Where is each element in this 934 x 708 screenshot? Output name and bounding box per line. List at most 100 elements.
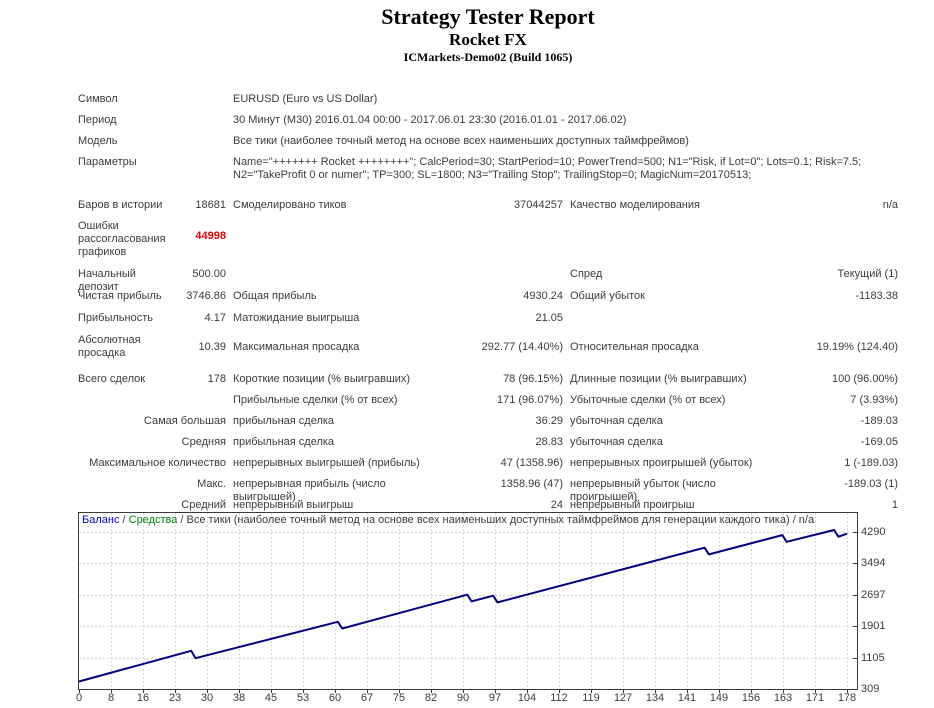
stat-value: 28.83 — [535, 436, 563, 448]
stat-label: убыточная сделка — [570, 436, 663, 448]
report-title: Strategy Tester Report — [381, 4, 595, 29]
x-axis-label: 163 — [773, 692, 793, 704]
stat-value: 24 — [550, 499, 563, 511]
stat-row: Средний непрерывный выигрыш 24 непрерывный … — [78, 495, 898, 516]
stat-label: Максимальная просадка — [233, 341, 360, 353]
stat-label: Спред — [570, 268, 603, 280]
stat-value: 3746.86 — [186, 290, 226, 302]
stat-value: 292.77 (14.40%) — [481, 341, 563, 353]
stat-value: 10.39 — [198, 341, 226, 353]
x-axis-label: 75 — [392, 692, 406, 704]
stat-value: 1 — [891, 499, 898, 511]
stat-value: 1 (-189.03) — [844, 457, 898, 469]
stat-row: Период 30 Минут (M30) 2016.01.04 00:00 - … — [78, 110, 898, 131]
x-axis-label: 0 — [75, 692, 83, 704]
stat-label: Модель — [78, 135, 118, 147]
stat-value: 100 (96.00%) — [831, 373, 898, 385]
stat-row: Средняя прибыльная сделка 28.83 убыточная с… — [78, 432, 898, 453]
stat-value: 47 (1358.96) — [500, 457, 563, 469]
stat-row: Ошибки рассогласования графиков 44998 — [78, 216, 898, 258]
stat-label: прибыльная сделка — [233, 415, 335, 427]
x-axis-label: 38 — [232, 692, 246, 704]
stat-label: Абсолютная просадка — [78, 334, 141, 359]
stat-value: 1358.96 (47) — [500, 478, 563, 490]
stat-row: Самая большая прибыльная сделка 36.29 убыто… — [78, 411, 898, 432]
stat-row: Макс. непрерывная прибыль (число выигрыше… — [78, 474, 898, 503]
legend-separator: / — [119, 514, 129, 526]
report-subtitle: Rocket FX — [449, 30, 527, 49]
stat-row: Абсолютная просадка 10.39 Максимальная про… — [78, 330, 898, 364]
stat-label: Баров в истории — [78, 199, 163, 211]
stat-value — [451, 216, 563, 230]
stat-row: Начальный депозит 500.00 Спред Текущий (1) — [78, 264, 898, 293]
stat-label — [78, 390, 178, 394]
stat-label — [563, 308, 773, 312]
stat-label: Начальный депозит — [78, 268, 136, 293]
balance-chart: Баланс / Средства / Все тики (наиболее т… — [78, 512, 858, 693]
stat-label: Длинные позиции (% выигравших) — [570, 373, 747, 385]
x-axis-label: 16 — [136, 692, 150, 704]
x-axis-label: 67 — [360, 692, 374, 704]
stat-label: прибыльная сделка — [233, 436, 335, 448]
y-axis-label: 4290 — [861, 525, 886, 538]
x-axis-label: 82 — [424, 692, 438, 704]
stat-label: Матожидание выигрыша — [233, 312, 360, 324]
stat-value: -169.05 — [860, 436, 898, 448]
x-axis-label: 23 — [168, 692, 182, 704]
legend-equity-label: Средства — [128, 514, 178, 526]
stat-value: 500.00 — [192, 268, 226, 280]
stat-row: Прибыльные сделки (% от всех) 171 (96.07%… — [78, 390, 898, 411]
legend-balance-label: Баланс — [82, 514, 120, 526]
stat-label: Самая большая — [143, 415, 226, 427]
x-axis-label: 134 — [645, 692, 665, 704]
stat-value: 4930.24 — [523, 290, 563, 302]
report-header: Strategy Tester Report Rocket FX ICMarke… — [78, 3, 898, 65]
stat-label: Период — [78, 114, 117, 126]
x-axis-label: 149 — [709, 692, 729, 704]
balance-chart-canvas — [78, 513, 857, 693]
stat-value: n/a — [882, 199, 898, 211]
stat-label: убыточная сделка — [570, 415, 663, 427]
stat-row: Максимальное количество непрерывных выигр… — [78, 453, 898, 474]
stat-value: 78 (96.15%) — [503, 373, 563, 385]
stat-label: Средняя — [181, 436, 226, 448]
stat-value: 37044257 — [514, 199, 563, 211]
stats-table: Символ EURUSD (Euro vs US Dollar) Период 30… — [78, 89, 898, 516]
stat-row: Чистая прибыль 3746.86 Общая прибыль 4930.2… — [78, 286, 898, 308]
x-axis-label: 53 — [296, 692, 310, 704]
stat-value: -189.03 (1) — [844, 478, 898, 490]
x-axis-label: 60 — [328, 692, 342, 704]
x-axis-label: 104 — [517, 692, 537, 704]
stat-row: Символ EURUSD (Euro vs US Dollar) — [78, 89, 898, 110]
x-axis-label: 8 — [107, 692, 115, 704]
stat-label — [226, 216, 451, 230]
stat-value: -189.03 — [860, 415, 898, 427]
x-axis-label: 119 — [582, 692, 600, 704]
stat-label: непрерывный выигрыш — [233, 499, 354, 511]
x-axis-label: 30 — [200, 692, 214, 704]
chart-legend: Баланс / Средства / Все тики (наиболее т… — [82, 514, 814, 527]
x-axis-label: 90 — [456, 692, 470, 704]
stat-value: 44998 — [195, 230, 226, 242]
stat-label: непрерывный проигрыш — [570, 499, 695, 511]
stat-label: Качество моделирования — [570, 199, 700, 211]
y-axis-label: 2697 — [861, 588, 886, 601]
stat-value: 21.05 — [535, 312, 563, 324]
x-axis-label: 171 — [805, 692, 825, 704]
stat-label: Name="+++++++ Rocket ++++++++"; CalcPeri… — [233, 156, 862, 181]
stat-value: 36.29 — [535, 415, 563, 427]
stat-label: Общий убыток — [570, 290, 645, 302]
stat-value: 18681 — [195, 199, 226, 211]
stat-label: Убыточные сделки (% от всех) — [570, 394, 726, 406]
stat-value: -1183.38 — [855, 290, 898, 302]
balance-line — [78, 529, 848, 683]
legend-mode-text: Все тики (наиболее точный метод на основ… — [186, 514, 815, 526]
stat-label: Короткие позиции (% выигравших) — [233, 373, 411, 385]
stat-label: EURUSD (Euro vs US Dollar) — [233, 93, 378, 105]
stat-label: непрерывный убыток (число проигрышей) — [570, 478, 716, 503]
stat-label: непрерывных проигрышей (убыток) — [570, 457, 753, 469]
stat-label: Ошибки рассогласования графиков — [78, 220, 166, 258]
x-axis-label: 112 — [550, 692, 568, 704]
x-axis-label: 127 — [613, 692, 633, 704]
